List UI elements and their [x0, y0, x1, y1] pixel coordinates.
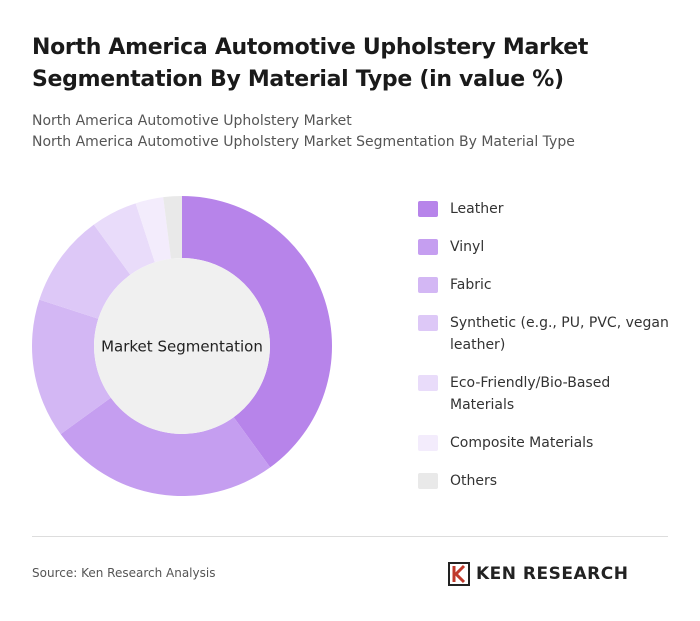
divider [32, 536, 668, 537]
legend-item: Vinyl [418, 236, 678, 258]
subtitle: North America Automotive Upholstery Mark… [32, 113, 352, 129]
chart: Market Segmentation [31, 196, 332, 496]
donut-slice [135, 197, 171, 263]
legend-swatch [418, 277, 438, 293]
legend-swatch [418, 375, 438, 391]
chart-title: North America Automotive Upholstery Mark… [32, 35, 589, 92]
source: Source: Ken Research Analysis [32, 566, 216, 580]
legend-label: Synthetic (e.g., PU, PVC, vegan leather) [450, 315, 669, 353]
legend-label: Composite Materials [450, 435, 594, 451]
legend-swatch [418, 201, 438, 217]
legend-item: Synthetic (e.g., PU, PVC, vegan leather) [418, 312, 678, 356]
legend-label: Eco-Friendly/Bio-Based Materials [450, 375, 611, 413]
legend-item: Fabric [418, 274, 678, 296]
legend-swatch [418, 473, 438, 489]
donut-slice [163, 196, 182, 259]
donut-slice [39, 224, 131, 319]
legend-label: Vinyl [450, 239, 485, 255]
donut-slice [60, 397, 271, 496]
legend-swatch [418, 315, 438, 331]
legend-label: Fabric [450, 277, 492, 293]
legend-item: Composite Materials [418, 432, 678, 454]
donut-slice [182, 196, 332, 468]
legend-item: Leather [418, 198, 678, 220]
logo: KEN RESEARCH [448, 562, 628, 586]
legend: Leather Vinyl Fabric Synthetic (e.g., PU, P… [418, 198, 678, 508]
legend-swatch [418, 239, 438, 255]
donut-slice [31, 299, 111, 435]
center-label: Market Segmentation [101, 338, 263, 356]
legend-item: Others [418, 470, 678, 492]
logo-text: KEN RESEARCH [476, 564, 629, 584]
legend-item: Eco-Friendly/Bio-Based Materials [418, 372, 678, 416]
donut-slice [93, 203, 155, 275]
legend-label: Others [450, 473, 498, 489]
legend-swatch [418, 435, 438, 451]
subtitle: North America Automotive Upholstery Mark… [32, 134, 575, 150]
donut-hole [94, 258, 270, 434]
legend-label: Leather [450, 201, 504, 217]
logo-icon [448, 562, 470, 586]
